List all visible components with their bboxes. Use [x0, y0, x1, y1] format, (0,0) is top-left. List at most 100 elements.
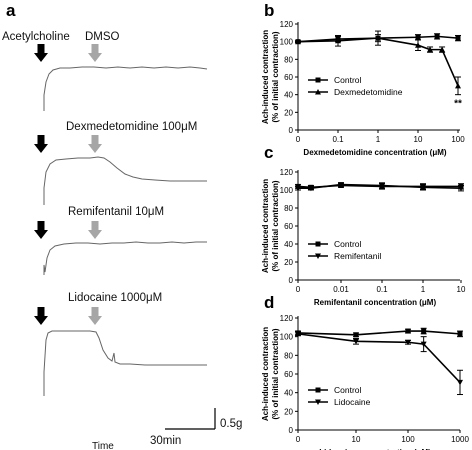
data-point-triangle: [375, 35, 381, 41]
acetylcholine-arrow-icon: [34, 221, 48, 239]
dexmedetomidine-chart: 0 20 40 60 80 100 120 0 0.1 1 10 100 Dexmedetomidine…: [261, 20, 465, 157]
significance-annotation: **: [454, 99, 462, 110]
dexmedetomidine-trace: [43, 156, 207, 205]
x-tick-label: 10: [352, 435, 361, 444]
scale-y-label: 0.5g: [220, 418, 242, 430]
acetylcholine-arrow-icon: [34, 44, 48, 62]
panel-label-b: b: [264, 1, 274, 20]
series-line: [297, 333, 461, 383]
panel-label-d: d: [264, 293, 274, 312]
data-point-square: [415, 34, 421, 40]
data-point-square: [315, 387, 321, 393]
y-tick-label: 0: [289, 276, 294, 285]
y-tick-label: 0: [289, 126, 294, 135]
y-axis-title: Ach-induced contraction: [261, 179, 270, 273]
y-tick-label: 100: [280, 333, 294, 342]
data-point-triangle-down: [338, 182, 344, 188]
x-tick-label: 1: [376, 135, 381, 144]
legend-label: Lidocaine: [334, 397, 371, 407]
x-tick-label: 100: [451, 135, 465, 144]
y-tick-label: 20: [284, 407, 293, 416]
data-point-triangle: [427, 46, 434, 53]
data-point-square: [405, 328, 411, 334]
legend-label: Remifentanil: [334, 251, 381, 261]
remifentanil-arrow-icon: [88, 221, 102, 239]
x-axis-title: Lidocaine concentration (μM): [319, 448, 431, 450]
y-tick-label: 120: [280, 314, 294, 323]
y-tick-label: 20: [284, 258, 293, 267]
dmso-arrow-icon: [88, 44, 102, 62]
data-point-triangle-down: [315, 399, 321, 405]
data-point-triangle-down: [405, 339, 411, 346]
data-point-triangle-down: [379, 183, 385, 189]
acetylcholine-label: Acetylcholine: [2, 31, 70, 43]
x-tick-label: 100: [401, 435, 415, 444]
time-axis-label: Time: [92, 441, 114, 450]
data-point-triangle: [415, 42, 421, 48]
y-tick-label: 20: [284, 108, 293, 117]
y-axis-title: (% of initial contraction): [271, 180, 280, 271]
data-point-square: [353, 332, 359, 338]
lidocaine-arrow-icon: [88, 307, 102, 325]
y-axis-title: (% of initial contraction): [271, 328, 280, 419]
data-point-triangle-down: [295, 331, 301, 337]
y-axis-title: Ach-induced contraction: [261, 30, 270, 124]
data-point-triangle-down: [420, 184, 426, 191]
series-line: [298, 183, 462, 189]
x-tick-label: 10: [414, 135, 423, 144]
legend-label: Control: [334, 239, 362, 249]
legend-label: Dexmedetomidine: [334, 87, 403, 97]
data-point-triangle: [439, 46, 446, 53]
x-axis-title: Dexmedetomidine concentration (μM): [303, 148, 446, 157]
series-line: [297, 35, 459, 43]
y-tick-label: 80: [284, 204, 293, 213]
remifentanil-chart: 0 20 40 60 80 100 120 0 0.01 0.1 1 10 Remifentanil c…: [261, 168, 466, 307]
y-tick-label: 120: [280, 168, 294, 177]
dexmedetomidine-arrow-icon: [88, 135, 102, 153]
remifentanil-label: Remifentanil 10μM: [68, 206, 164, 218]
x-tick-label: 0: [296, 435, 301, 444]
y-tick-label: 40: [284, 389, 293, 398]
data-point-square: [457, 331, 463, 337]
y-tick-label: 80: [284, 55, 293, 64]
y-tick-label: 80: [284, 351, 293, 360]
data-point-triangle-down: [295, 185, 301, 192]
panel-label-c: c: [264, 143, 273, 162]
data-point-triangle-down: [420, 341, 427, 348]
x-tick-label: 0: [296, 285, 301, 294]
data-point-square: [315, 241, 321, 247]
x-tick-label: 1000: [451, 435, 469, 444]
data-point-triangle-down: [353, 338, 359, 345]
data-point-square: [455, 35, 461, 41]
data-point-triangle-down: [457, 379, 463, 386]
lidocaine-label: Lidocaine 1000μM: [68, 292, 162, 304]
y-tick-label: 100: [280, 186, 294, 195]
data-point-triangle-down: [307, 185, 314, 192]
y-tick-label: 60: [284, 222, 293, 231]
x-tick-label: 10: [457, 285, 466, 294]
lidocaine-trace: [43, 330, 207, 396]
acetylcholine-arrow-icon: [34, 135, 48, 153]
dexmedetomidine-label: Dexmedetomidine 100μM: [66, 121, 197, 133]
y-tick-label: 40: [284, 240, 293, 249]
y-tick-label: 120: [280, 20, 294, 29]
x-tick-label: 0: [296, 135, 301, 144]
lidocaine-chart: 0 20 40 60 80 100 120 0 10 100 1000 Lidocaine conce…: [261, 314, 469, 450]
data-point-square: [421, 328, 427, 334]
x-tick-label: 0.1: [376, 285, 388, 294]
remifentanil-trace: [43, 241, 207, 275]
x-axis-title: Remifentanil concentration (μM): [314, 298, 437, 307]
dmso-trace: [43, 66, 208, 111]
legend-label: Control: [334, 385, 362, 395]
x-tick-label: 1: [421, 285, 426, 294]
panel-label-a: a: [6, 1, 16, 20]
data-point-triangle: [335, 37, 341, 44]
data-point-square: [315, 77, 321, 83]
trace-panel: Acetylcholine DMSO Dexmedetomidine 100μM…: [2, 31, 242, 450]
x-tick-label: 0.1: [332, 135, 344, 144]
y-tick-label: 60: [284, 73, 293, 82]
y-tick-label: 60: [284, 370, 293, 379]
acetylcholine-arrow-icon: [34, 307, 48, 325]
